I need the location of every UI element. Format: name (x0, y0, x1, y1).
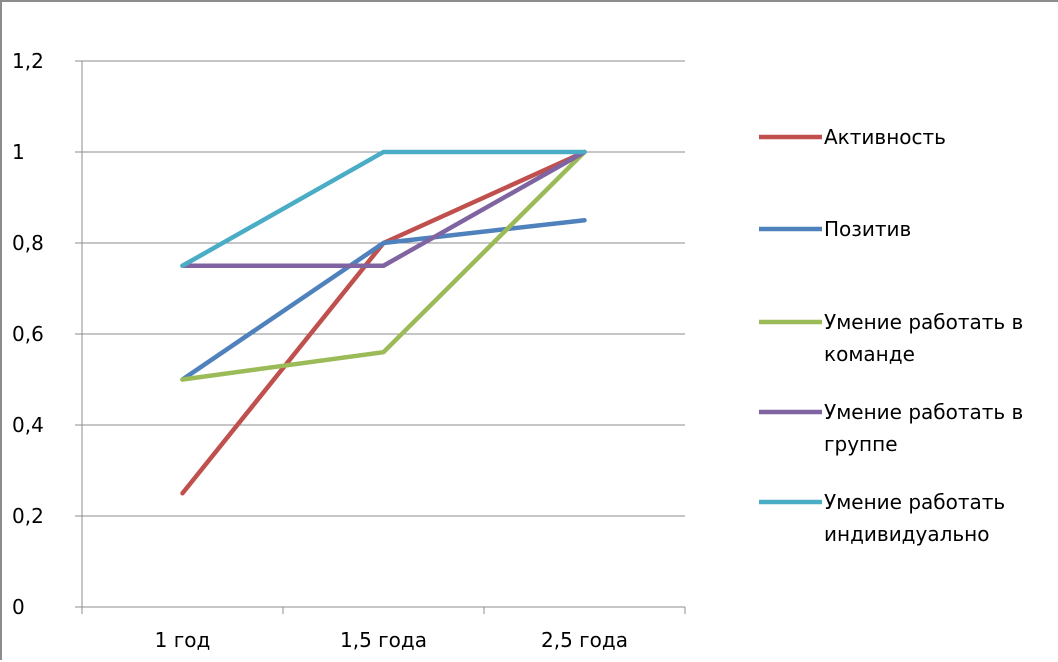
legend-item-4: Умение работать в группе (759, 400, 1023, 456)
series-line-5 (180, 149, 587, 268)
legend-label: Позитив (824, 217, 911, 241)
y-tick-label: 1 (12, 140, 25, 164)
legend-label: Умение работать (824, 490, 1005, 514)
legend-item-3: Умение работать в команде (759, 310, 1023, 366)
series-line-3 (180, 149, 587, 382)
legend-label: команде (824, 342, 915, 366)
series-line-2 (180, 218, 587, 382)
series-line-4 (180, 149, 587, 268)
y-tick-label: 0 (12, 595, 25, 619)
y-tick-label: 0,4 (12, 413, 44, 437)
x-tick-label: 1 год (155, 628, 211, 652)
series-line-1 (180, 149, 587, 496)
y-tick-label: 0,6 (12, 322, 44, 346)
legend: Активность Позитив Умение работать в команд… (759, 125, 1023, 546)
axes: 0 0,2 0,4 0,6 0,8 1 1,2 1 год 1,5 года 2,5 года (12, 49, 686, 652)
legend-item-5: Умение работать индивидуально (759, 490, 1005, 546)
series-lines (180, 149, 587, 496)
legend-label: Активность (824, 125, 946, 149)
y-tick-label: 1,2 (12, 49, 44, 73)
legend-label: группе (824, 432, 898, 456)
x-tick-label: 1,5 года (340, 628, 427, 652)
x-tick-label: 2,5 года (541, 628, 628, 652)
legend-item-1: Активность (759, 125, 946, 149)
legend-label: Умение работать в (824, 400, 1023, 424)
legend-item-2: Позитив (759, 217, 911, 241)
gridlines (82, 60, 685, 517)
y-tick-label: 0,2 (12, 504, 44, 528)
y-tick-label: 0,8 (12, 231, 44, 255)
legend-label: индивидуально (824, 522, 990, 546)
legend-label: Умение работать в (824, 310, 1023, 334)
